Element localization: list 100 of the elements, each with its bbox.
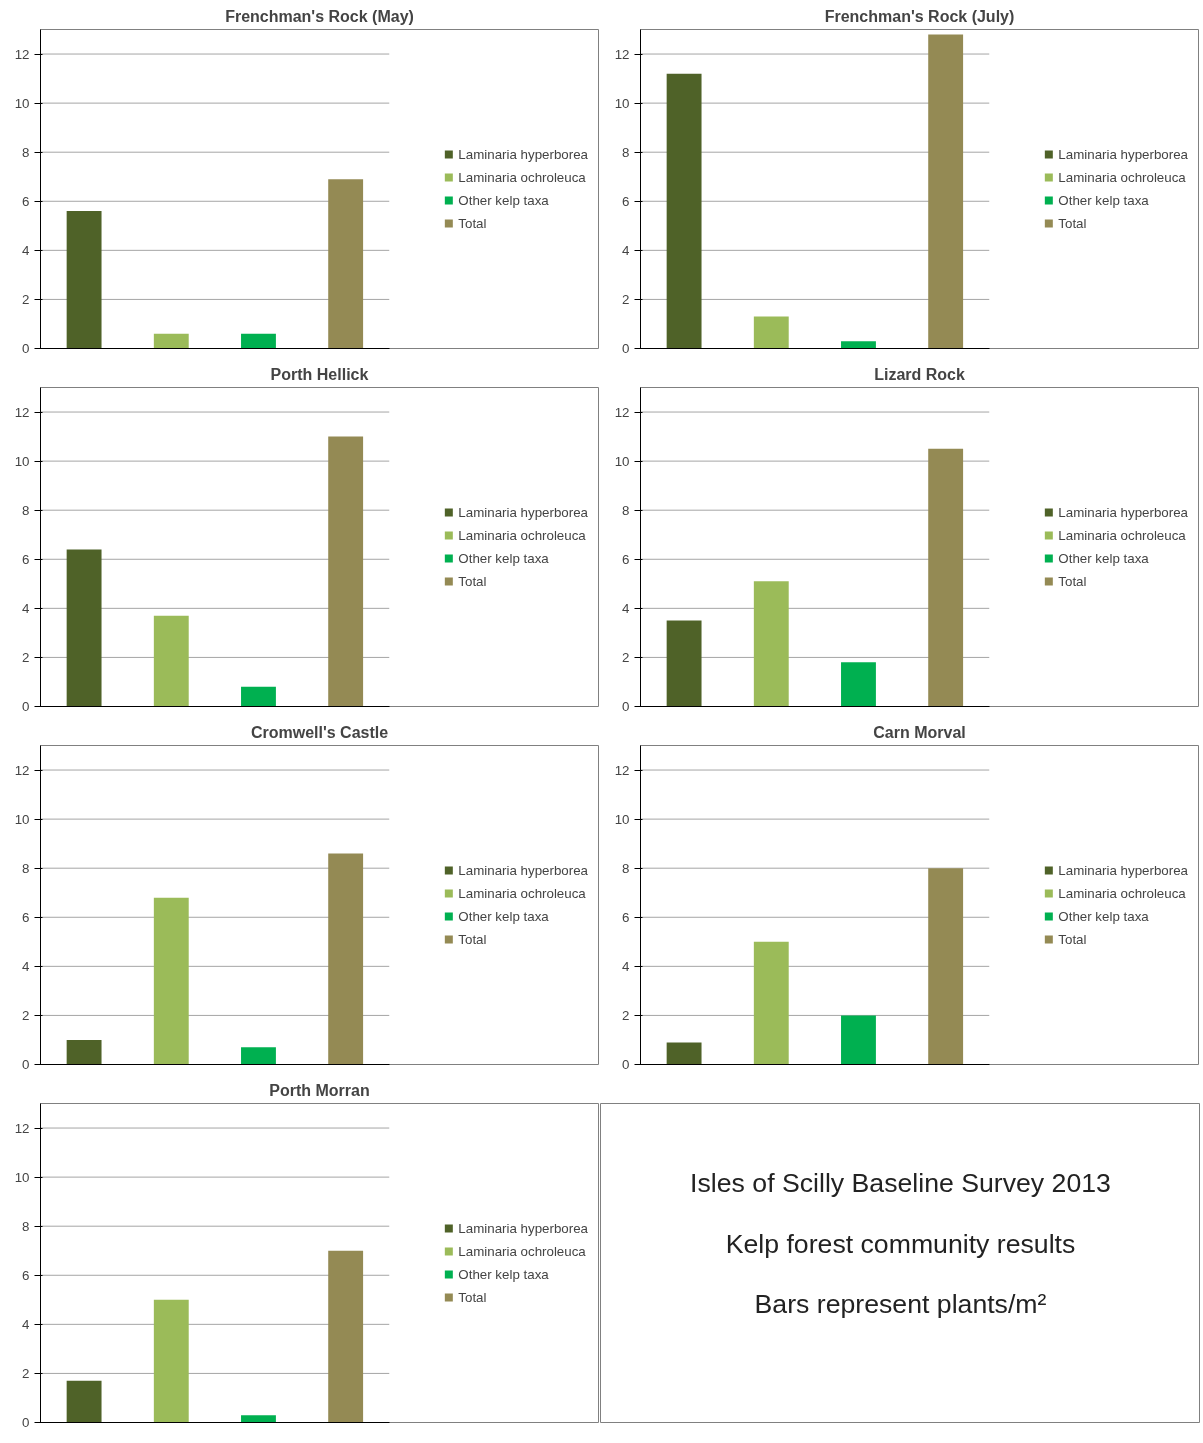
legend-label: Laminaria ochroleuca	[1058, 885, 1186, 901]
bar	[241, 686, 276, 707]
legend-label: Other kelp taxa	[1058, 908, 1149, 924]
legend-label: Laminaria ochroleuca	[458, 169, 586, 185]
bar	[841, 662, 876, 707]
y-tick-label: 2	[22, 649, 30, 665]
y-tick-label: 6	[22, 909, 30, 925]
legend-label: Other kelp taxa	[458, 1266, 549, 1282]
y-tick-label: 10	[614, 95, 630, 111]
chart-title: Frenchman's Rock (July)	[824, 7, 1015, 25]
y-tick-label: 4	[22, 600, 31, 616]
y-tick-label: 10	[14, 453, 30, 469]
y-tick-label: 12	[14, 1120, 30, 1136]
y-tick-label: 10	[14, 811, 30, 827]
bar	[666, 73, 702, 349]
y-tick-label: 10	[614, 453, 630, 469]
bar	[66, 1039, 102, 1065]
legend-label: Laminaria hyperborea	[458, 1220, 588, 1236]
legend-label: Laminaria ochroleuca	[1058, 527, 1186, 543]
legend-label: Total	[458, 215, 487, 231]
bar	[328, 1250, 364, 1423]
bar	[666, 1042, 702, 1065]
bar	[328, 436, 364, 707]
y-tick-label: 6	[622, 551, 630, 567]
y-tick-label: 12	[14, 762, 30, 778]
y-tick-label: 0	[22, 1415, 30, 1430]
y-tick-label: 12	[614, 762, 630, 778]
legend-label: Laminaria hyperborea	[1058, 504, 1188, 520]
legend-label: Total	[458, 931, 487, 947]
y-tick-label: 10	[14, 1169, 30, 1185]
bar	[241, 333, 276, 349]
bar	[153, 1299, 189, 1423]
chart-title: Porth Morran	[269, 1081, 370, 1099]
bar	[753, 316, 789, 349]
bar	[666, 620, 702, 707]
bar	[328, 853, 364, 1065]
legend-label: Laminaria ochroleuca	[1058, 169, 1186, 185]
y-tick-label: 0	[622, 699, 630, 714]
legend-label: Laminaria hyperborea	[458, 146, 588, 162]
y-tick-label: 0	[622, 341, 630, 356]
legend-label: Other kelp taxa	[458, 192, 549, 208]
y-tick-label: 12	[614, 404, 630, 420]
legend-label: Laminaria hyperborea	[458, 504, 588, 520]
y-tick-label: 8	[22, 1218, 30, 1234]
y-tick-label: 6	[22, 551, 30, 567]
bar	[928, 868, 964, 1065]
y-tick-label: 0	[22, 1057, 30, 1072]
bar	[328, 179, 364, 349]
y-tick-label: 4	[622, 958, 631, 974]
bar	[841, 1015, 876, 1065]
y-tick-label: 8	[622, 860, 630, 876]
bar	[928, 448, 964, 707]
chart-title: Lizard Rock	[874, 365, 965, 383]
y-tick-label: 2	[622, 1007, 630, 1023]
legend-label: Laminaria ochroleuca	[458, 885, 586, 901]
bar	[928, 34, 964, 349]
bar	[66, 211, 102, 349]
chart-title: Cromwell's Castle	[250, 723, 389, 741]
y-tick-label: 8	[22, 860, 30, 876]
legend-label: Total	[1058, 573, 1087, 589]
bar	[66, 549, 102, 707]
bar	[753, 581, 789, 707]
legend-label: Total	[458, 573, 487, 589]
legend-label: Total	[458, 1289, 487, 1305]
bar	[153, 615, 189, 707]
bar	[241, 1415, 276, 1423]
y-tick-label: 2	[22, 1007, 30, 1023]
y-tick-label: 0	[22, 699, 30, 714]
y-tick-label: 2	[22, 1365, 30, 1381]
text: Isles of Scilly Baseline Survey 2013	[690, 1168, 1111, 1199]
chart-title: Porth Hellick	[270, 365, 369, 383]
y-tick-label: 8	[22, 502, 30, 518]
y-tick-label: 4	[622, 242, 631, 258]
y-tick-label: 6	[622, 193, 630, 209]
legend-label: Laminaria hyperborea	[1058, 862, 1188, 878]
y-tick-label: 2	[622, 649, 630, 665]
y-tick-label: 10	[614, 811, 630, 827]
legend-label: Total	[1058, 215, 1087, 231]
y-tick-label: 6	[22, 1267, 30, 1283]
y-tick-label: 12	[614, 46, 630, 62]
legend-label: Laminaria hyperborea	[458, 862, 588, 878]
legend-label: Other kelp taxa	[1058, 550, 1149, 566]
legend-label: Other kelp taxa	[458, 908, 549, 924]
y-tick-label: 8	[622, 144, 630, 160]
y-tick-label: 2	[22, 291, 30, 307]
bar	[153, 897, 189, 1065]
y-tick-label: 6	[622, 909, 630, 925]
bar	[753, 941, 789, 1065]
chart-title: Frenchman's Rock (May)	[225, 7, 414, 25]
legend-label: Other kelp taxa	[458, 550, 549, 566]
y-tick-label: 4	[622, 600, 631, 616]
y-tick-label: 6	[22, 193, 30, 209]
legend-label: Laminaria ochroleuca	[458, 527, 586, 543]
y-tick-label: 12	[14, 46, 30, 62]
y-tick-label: 8	[622, 502, 630, 518]
y-tick-label: 10	[14, 95, 30, 111]
y-tick-label: 0	[622, 1057, 630, 1072]
text: Bars represent plants/m²	[754, 1289, 1047, 1320]
bar	[841, 341, 876, 349]
y-tick-label: 8	[22, 144, 30, 160]
